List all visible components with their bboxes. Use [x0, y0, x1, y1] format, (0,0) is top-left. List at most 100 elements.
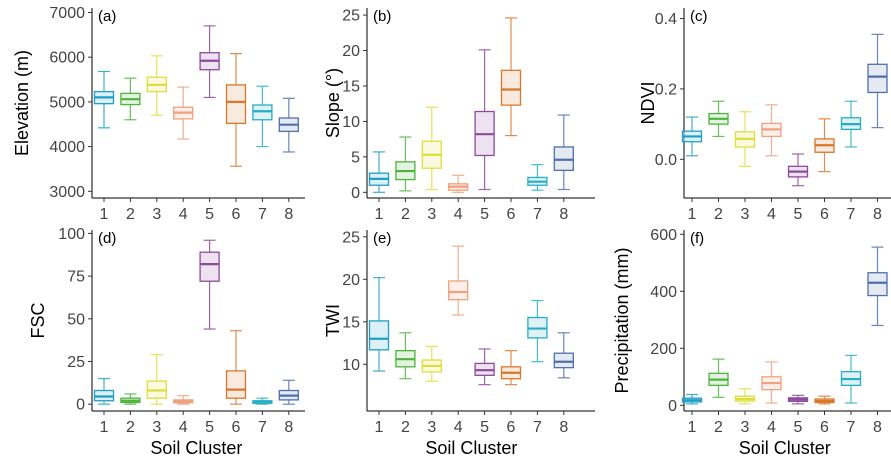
box-cluster-5: [199, 239, 220, 330]
box-cluster-3: [734, 388, 756, 405]
x-tick-label: 7: [847, 419, 856, 436]
box-cluster-1: [368, 151, 390, 193]
y-tick-label: 15: [342, 314, 360, 331]
x-tick-label: 6: [232, 419, 241, 436]
x-tick-label: 4: [179, 419, 188, 436]
panel-d: 0 25 50 75 100 1 2 3 4 5 6 7 8 (d) FSC Soil Cluster: [28, 226, 305, 458]
x-tick-label: 8: [873, 419, 882, 436]
x-tick-label: 7: [533, 206, 542, 223]
y-tick-label: 5: [351, 149, 360, 166]
y-tick-label: 25: [67, 354, 85, 371]
box-cluster-1: [368, 276, 390, 372]
x-tick-label: 5: [480, 419, 489, 436]
x-tick-label: 5: [794, 206, 803, 223]
y-tick-label: 0.0: [655, 152, 677, 169]
x-tick-label: 2: [126, 206, 135, 223]
x-axis-title: Soil Cluster: [739, 438, 831, 458]
x-tick-label: 2: [714, 419, 723, 436]
x-axis-title: Soil Cluster: [425, 438, 517, 458]
x-tick-label: 5: [480, 206, 489, 223]
x-tick-label: 2: [401, 419, 410, 436]
box-cluster-7: [252, 85, 273, 148]
x-tick-label: 2: [401, 206, 410, 223]
box-cluster-1: [93, 377, 115, 405]
y-tick-label: 20: [342, 272, 360, 289]
box-cluster-5: [474, 49, 495, 191]
box-cluster-6: [814, 395, 835, 405]
box-iqr: [867, 272, 888, 297]
y-tick-label: 20: [342, 43, 360, 60]
box-iqr: [368, 320, 390, 351]
y-tick-label: 0: [351, 185, 360, 202]
y-tick-label: 4000: [49, 139, 85, 156]
panel-c: 0.0 0.2 0.4 1 2 3 4 5 6 7 8 (c) NDVI: [638, 8, 891, 223]
box-iqr: [500, 69, 522, 106]
box-cluster-1: [681, 116, 703, 157]
x-tick-label: 7: [847, 206, 856, 223]
box-cluster-6: [225, 52, 247, 167]
y-tick-label: 100: [58, 226, 85, 243]
x-tick-label: 4: [179, 206, 188, 223]
x-tick-label: 4: [454, 206, 463, 223]
box-iqr: [448, 280, 469, 301]
x-tick-label: 3: [152, 206, 161, 223]
x-tick-label: 5: [794, 419, 803, 436]
box-cluster-5: [787, 394, 809, 405]
box-cluster-3: [146, 354, 167, 405]
box-cluster-7: [527, 164, 548, 191]
x-tick-label: 5: [205, 419, 214, 436]
box-iqr: [867, 63, 888, 94]
x-tick-label: 8: [284, 206, 293, 223]
x-tick-label: 6: [507, 419, 516, 436]
x-tick-label: 8: [559, 206, 568, 223]
x-tick-label: 1: [100, 419, 109, 436]
y-tick-label: 15: [342, 78, 360, 95]
y-tick-label: 400: [650, 284, 677, 301]
x-tick-label: 6: [820, 206, 829, 223]
y-tick-label: 200: [650, 341, 677, 358]
box-cluster-2: [395, 332, 416, 380]
panel-tag: (b): [373, 8, 391, 25]
box-cluster-5: [199, 25, 220, 99]
x-axis-title: Soil Cluster: [150, 438, 242, 458]
box-cluster-6: [500, 17, 522, 137]
panel-tag: (a): [98, 8, 116, 25]
box-cluster-2: [395, 136, 416, 192]
y-tick-label: 0.2: [655, 81, 677, 98]
box-cluster-1: [93, 70, 115, 129]
x-tick-label: 1: [375, 206, 384, 223]
y-tick-label: 0: [668, 398, 677, 415]
y-tick-label: 7000: [49, 5, 85, 22]
box-cluster-2: [120, 393, 141, 405]
box-cluster-8: [553, 332, 574, 379]
x-tick-label: 2: [714, 206, 723, 223]
box-iqr: [225, 84, 247, 124]
box-cluster-8: [278, 379, 299, 405]
box-iqr: [225, 370, 247, 399]
x-tick-label: 1: [688, 206, 697, 223]
box-cluster-4: [448, 174, 469, 193]
box-cluster-4: [173, 86, 194, 140]
x-tick-label: 6: [507, 206, 516, 223]
x-tick-label: 6: [232, 206, 241, 223]
box-iqr: [199, 251, 220, 282]
box-cluster-8: [867, 33, 888, 129]
box-cluster-3: [734, 111, 756, 167]
x-tick-label: 1: [688, 419, 697, 436]
y-tick-label: 10: [342, 357, 360, 374]
box-cluster-8: [867, 246, 888, 327]
y-tick-label: 600: [650, 227, 677, 244]
x-tick-label: 4: [767, 419, 776, 436]
y-tick-label: 0: [76, 397, 85, 414]
y-tick-label: 25: [342, 8, 360, 25]
x-tick-label: 4: [454, 419, 463, 436]
y-tick-label: 50: [67, 311, 85, 328]
panel-f: 0 200 400 600 1 2 3 4 5 6 7 8 (f) Precipitation (mm) S…: [612, 227, 891, 458]
x-tick-label: 8: [873, 206, 882, 223]
y-tick-label: 25: [342, 229, 360, 246]
y-tick-label: 10: [342, 114, 360, 131]
panel-e: 10 15 20 25 1 2 3 4 5 6 7 8 (e) TWI Soil Cluster: [323, 229, 595, 458]
x-tick-label: 3: [427, 419, 436, 436]
